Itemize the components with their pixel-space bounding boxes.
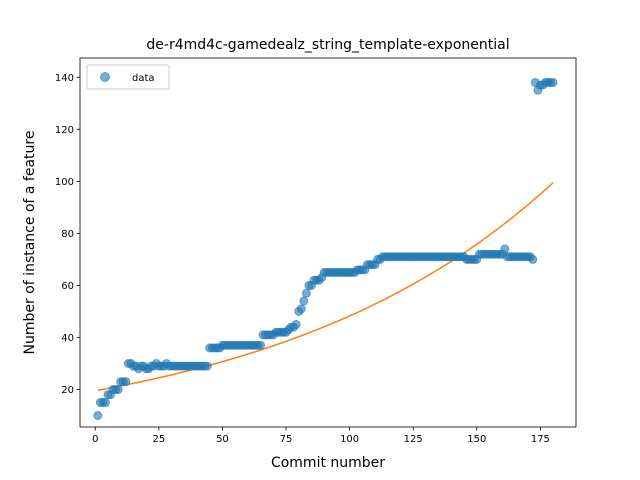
data-point [100, 398, 110, 408]
x-tick-label: 50 [216, 434, 229, 445]
y-tick-label: 140 [55, 73, 74, 84]
y-tick-label: 20 [61, 385, 74, 396]
data-point [548, 77, 558, 87]
x-axis-label: Commit number [271, 455, 385, 471]
x-tick-label: 125 [404, 434, 423, 445]
y-tick-label: 120 [55, 125, 74, 136]
x-axis-ticks: 0 25 50 75 100 125 150 175 [92, 427, 550, 445]
data-point [528, 254, 538, 264]
y-tick-label: 80 [61, 229, 74, 240]
data-point [121, 377, 131, 387]
x-tick-label: 100 [340, 434, 359, 445]
chart-title: de-r4md4c-gamedealz_string_template-expo… [146, 37, 509, 53]
y-tick-label: 40 [61, 333, 74, 344]
data-point [93, 411, 103, 421]
legend-label-data: data [132, 73, 155, 84]
y-axis-ticks: 20 40 60 80 100 120 140 [55, 73, 80, 396]
data-point [113, 385, 123, 395]
y-tick-label: 100 [55, 177, 74, 188]
fit-line-layer [97, 182, 554, 391]
data-point [296, 304, 306, 314]
x-tick-label: 75 [280, 434, 293, 445]
x-tick-label: 175 [531, 434, 550, 445]
data-point [202, 361, 212, 371]
legend-marker-data [100, 72, 110, 82]
data-point [256, 340, 266, 350]
axes-frame [79, 57, 577, 428]
data-point [500, 244, 510, 254]
fit-line [97, 182, 554, 391]
data-point [299, 296, 309, 306]
data-point [301, 288, 311, 298]
legend-box [86, 64, 170, 90]
y-tick-label: 60 [61, 281, 74, 292]
x-tick-label: 0 [92, 434, 98, 445]
data-point [291, 319, 301, 329]
x-tick-label: 150 [467, 434, 486, 445]
y-axis-label: Number of instance of a feature [22, 131, 38, 355]
x-tick-label: 25 [152, 434, 165, 445]
data-points [93, 77, 558, 421]
legend: data [86, 64, 170, 90]
